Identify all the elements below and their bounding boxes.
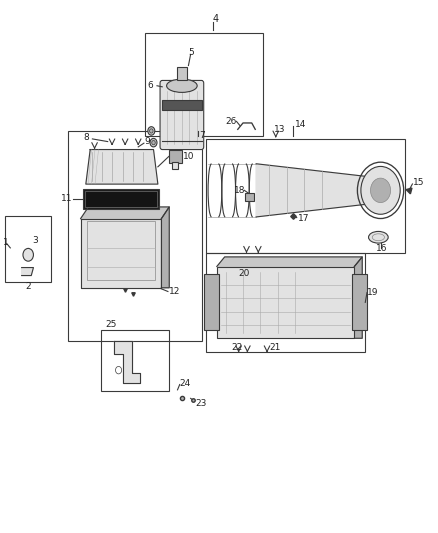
Bar xyxy=(172,162,178,169)
Polygon shape xyxy=(81,207,169,219)
Circle shape xyxy=(23,248,33,261)
Bar xyxy=(217,266,354,338)
Circle shape xyxy=(361,166,400,214)
Text: 7: 7 xyxy=(199,131,205,140)
Bar xyxy=(162,100,202,110)
Text: 23: 23 xyxy=(195,399,206,408)
Text: 17: 17 xyxy=(297,214,309,223)
Polygon shape xyxy=(86,150,158,184)
Bar xyxy=(206,253,365,352)
Text: 16: 16 xyxy=(376,245,388,254)
Polygon shape xyxy=(217,257,362,266)
Bar xyxy=(204,274,219,330)
Bar xyxy=(169,150,182,163)
Text: 26: 26 xyxy=(226,117,237,126)
Text: 8: 8 xyxy=(84,133,89,142)
Text: 5: 5 xyxy=(188,49,194,57)
Text: 3: 3 xyxy=(32,237,38,246)
Text: 1: 1 xyxy=(3,238,9,247)
Polygon shape xyxy=(81,219,161,288)
Text: 14: 14 xyxy=(295,119,307,128)
Bar xyxy=(206,139,405,253)
Polygon shape xyxy=(21,268,33,276)
Text: 9: 9 xyxy=(145,137,151,146)
Bar xyxy=(352,274,367,330)
Polygon shape xyxy=(256,164,372,217)
Text: 24: 24 xyxy=(180,379,191,388)
Text: 20: 20 xyxy=(239,269,250,278)
Text: 18: 18 xyxy=(234,186,246,195)
Text: 10: 10 xyxy=(183,152,195,161)
Bar xyxy=(5,216,51,282)
Circle shape xyxy=(148,127,155,135)
Ellipse shape xyxy=(166,79,197,92)
Bar xyxy=(245,193,254,201)
Text: 13: 13 xyxy=(274,125,286,134)
Text: 4: 4 xyxy=(212,14,219,25)
Polygon shape xyxy=(161,207,169,288)
Text: 11: 11 xyxy=(61,195,73,204)
Text: 15: 15 xyxy=(413,178,425,187)
Polygon shape xyxy=(114,341,141,383)
Circle shape xyxy=(116,367,122,374)
Bar xyxy=(87,221,155,280)
Text: 12: 12 xyxy=(169,287,180,296)
Bar xyxy=(85,191,157,207)
Circle shape xyxy=(150,139,157,147)
Circle shape xyxy=(152,141,155,145)
Bar xyxy=(145,33,263,136)
FancyBboxPatch shape xyxy=(160,80,204,150)
Text: 2: 2 xyxy=(25,282,31,291)
Text: 25: 25 xyxy=(106,320,117,329)
Text: 19: 19 xyxy=(367,288,379,297)
Text: 6: 6 xyxy=(147,81,153,90)
Text: 21: 21 xyxy=(269,343,281,352)
Circle shape xyxy=(150,129,153,133)
Bar xyxy=(177,67,187,80)
Bar xyxy=(101,330,169,391)
Bar xyxy=(83,189,159,209)
Circle shape xyxy=(371,178,391,203)
Bar xyxy=(68,131,201,341)
Text: 22: 22 xyxy=(231,343,243,352)
Ellipse shape xyxy=(368,231,388,243)
Polygon shape xyxy=(354,257,362,338)
